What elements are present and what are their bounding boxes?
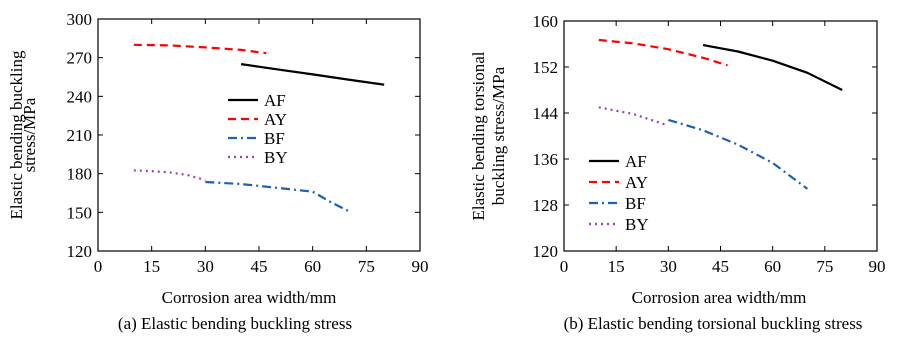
series-line-bf [667, 118, 809, 190]
panel-a-chart: 0 15 30 45 60 75 90 120 150 180 210 240 270 300 AFAYBF… [7, 10, 429, 333]
y-tick-label: 300 [67, 10, 93, 29]
y-tick-label: 210 [67, 126, 93, 145]
legend-label-af: AF [264, 91, 286, 110]
series-line-af [240, 63, 385, 86]
x-tick-label: 45 [251, 257, 268, 276]
legend-label-af: AF [625, 152, 647, 171]
y-axis-label-line: stress/MPa [20, 97, 39, 172]
series-line-bf [205, 180, 349, 212]
series-line-by [133, 169, 206, 182]
y-tick-label: 144 [533, 104, 559, 123]
x-tick-label: 90 [869, 257, 886, 276]
y-tick-label: 240 [67, 87, 93, 106]
x-tick-label: 15 [143, 257, 160, 276]
y-tick-label: 160 [533, 12, 559, 31]
x-tick-label: 45 [712, 257, 729, 276]
y-axis-label-line: Elastic bending buckling [7, 50, 26, 220]
series-line-by [598, 106, 669, 127]
legend-label-by: BY [625, 215, 649, 234]
plot-frame [563, 20, 878, 252]
legend-label-by: BY [264, 148, 288, 167]
x-tick-label: 15 [608, 257, 625, 276]
y-tick-label: 150 [67, 203, 93, 222]
series-line-ay [133, 43, 267, 55]
x-tick-label: 60 [764, 257, 781, 276]
panel-caption: (b) Elastic bending torsional buckling s… [564, 314, 863, 333]
legend-label-ay: AY [264, 110, 287, 129]
legend-label-bf: BF [264, 129, 285, 148]
panel-caption: (a) Elastic bending buckling stress [118, 314, 352, 333]
y-tick-label: 270 [67, 49, 93, 68]
x-tick-label: 75 [816, 257, 833, 276]
x-tick-label: 0 [94, 257, 103, 276]
x-tick-label: 0 [560, 257, 569, 276]
y-tick-label: 128 [533, 196, 559, 215]
x-tick-label: 75 [358, 257, 375, 276]
y-tick-label: 120 [67, 242, 93, 261]
legend-label-bf: BF [625, 194, 646, 213]
y-tick-label: 136 [533, 150, 559, 169]
y-tick-label: 152 [533, 58, 559, 77]
series-line-af [702, 44, 843, 91]
y-axis-label-line: buckling stress/MPa [489, 66, 508, 205]
y-tick-label: 180 [67, 165, 93, 184]
y-tick-label: 120 [533, 242, 559, 261]
x-axis-label: Corrosion area width/mm [162, 288, 337, 307]
plot-frame [97, 18, 421, 252]
legend-label-ay: AY [625, 173, 648, 192]
y-axis-label-line: Elastic bending torsional [469, 51, 488, 220]
x-axis-label: Corrosion area width/mm [632, 288, 807, 307]
series-line-ay [598, 38, 728, 67]
panel-b-chart: 0 15 30 45 60 75 90 120 128 136 144 152 160 AF AY BF BY C… [469, 12, 886, 333]
x-tick-label: 30 [197, 257, 214, 276]
x-tick-label: 30 [660, 257, 677, 276]
x-tick-label: 90 [412, 257, 429, 276]
x-tick-label: 60 [304, 257, 321, 276]
